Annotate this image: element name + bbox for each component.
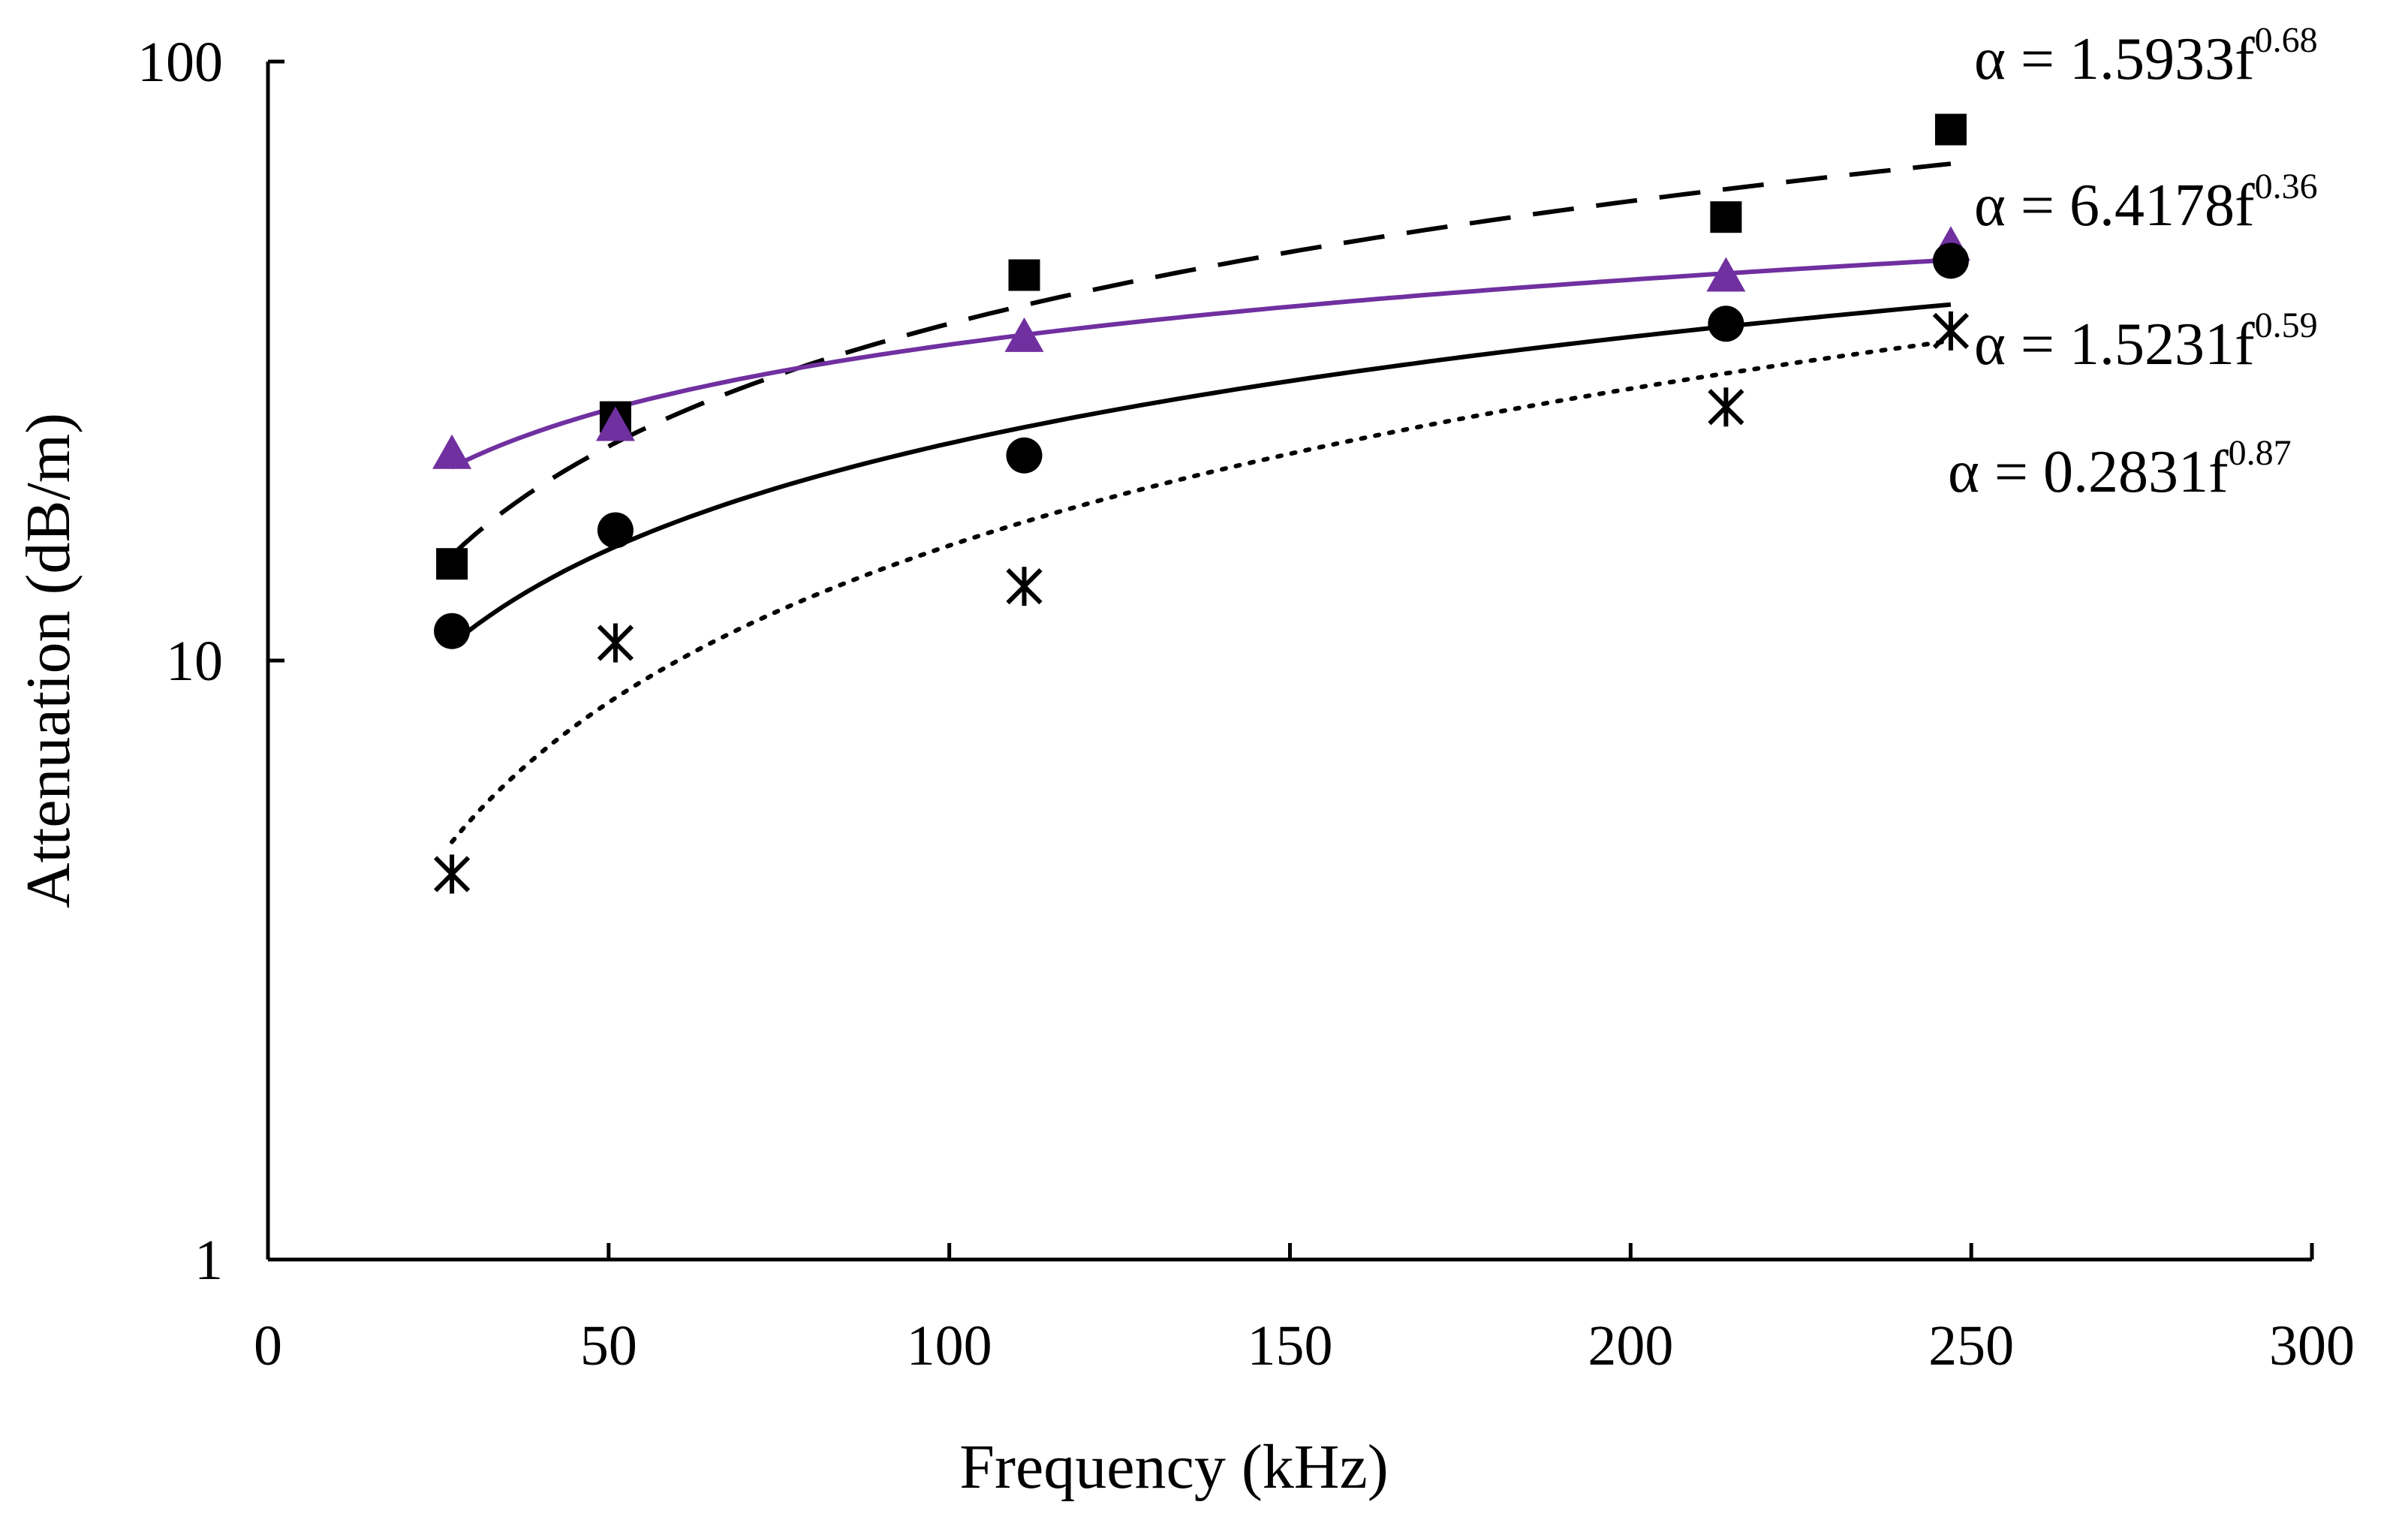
square-point	[1934, 113, 1967, 146]
y-tick-label: 10	[166, 630, 223, 693]
x-tick-label: 300	[2269, 1314, 2355, 1377]
x-tick-label: 50	[580, 1314, 637, 1377]
y-axis-title: Attenuation (dB/m)	[14, 413, 83, 908]
square-point	[436, 548, 468, 580]
fit-equation-asterisk: α = 0.2831f0.87	[1948, 433, 2292, 505]
asterisk-point	[1708, 387, 1744, 427]
circle-point	[434, 613, 471, 649]
x-tick-label: 150	[1248, 1314, 1333, 1377]
square-point	[1008, 259, 1040, 291]
y-tick-label: 1	[194, 1229, 223, 1292]
x-tick-label: 100	[907, 1314, 992, 1377]
circle-point	[1006, 437, 1043, 474]
asterisk-point	[1932, 311, 1970, 351]
fit-line-circle	[450, 302, 1952, 646]
circle-point	[597, 512, 634, 549]
y-tick-label: 100	[137, 31, 223, 94]
fit-equation-triangle: α = 6.4178f0.36	[1974, 167, 2318, 239]
triangle-point	[1706, 257, 1746, 292]
x-axis-title: Frequency (kHz)	[959, 1432, 1388, 1502]
asterisk-point	[1006, 567, 1043, 606]
circle-point	[1932, 242, 1969, 279]
triangle-point	[432, 434, 472, 469]
circle-point	[1708, 306, 1744, 342]
axes: 0 50 100 150 200 250 300 1 10 100	[137, 31, 2355, 1377]
fit-lines	[450, 161, 1953, 844]
x-tick-label: 200	[1588, 1314, 1673, 1377]
square-point	[1710, 201, 1742, 233]
fit-line-square	[450, 161, 1952, 558]
fit-line-triangle	[450, 257, 1952, 470]
x-tick-label: 250	[1928, 1314, 2014, 1377]
fit-equation-circle: α = 1.5231f0.59	[1974, 306, 2318, 378]
fit-equations: α = 1.5933f0.68 α = 6.4178f0.36 α = 1.5231…	[1948, 20, 2318, 505]
asterisk-point	[597, 623, 634, 663]
fit-equation-square: α = 1.5933f0.68	[1974, 20, 2318, 92]
asterisk-point	[433, 854, 471, 894]
triangle-point	[595, 406, 635, 441]
x-tick-label: 0	[254, 1314, 282, 1377]
triangle-point	[1004, 317, 1044, 352]
data-markers	[432, 113, 1970, 894]
fit-line-asterisk	[450, 339, 1953, 844]
